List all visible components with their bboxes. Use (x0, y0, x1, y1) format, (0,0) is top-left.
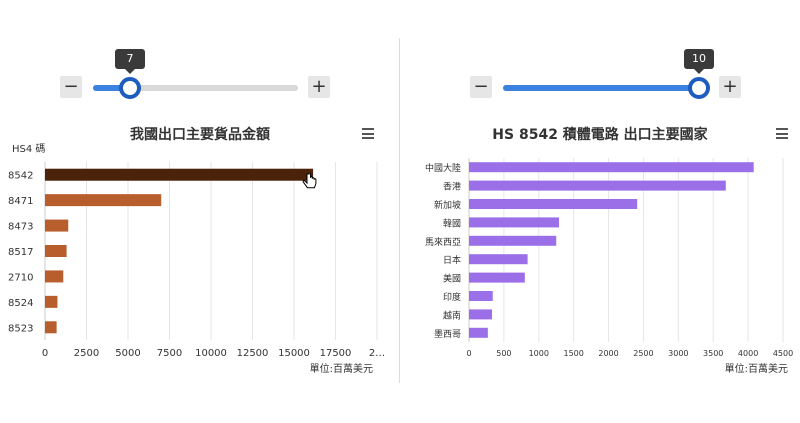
left-unit-note: 單位:百萬美元 (310, 362, 373, 375)
left-chart-svg: 8542 8471 8473 8517 2710 8524 8523 0 2500 5000 75… (8, 143, 385, 375)
left-category-label: 8517 (8, 247, 33, 258)
left-chart-panel: − 7 + 我國出口主要貨品金額 8542 8471 8473 8517 2710 852… (8, 49, 385, 375)
right-bar-馬來西亞[interactable] (469, 235, 557, 246)
left-bar-8471[interactable] (45, 194, 162, 207)
left-x-tick-label: 17500 (320, 348, 352, 359)
left-bar-2710[interactable] (45, 270, 64, 283)
right-bar-中國大陸[interactable] (469, 162, 754, 173)
right-x-tick-label: 4500 (773, 349, 793, 358)
left-slider-track[interactable] (93, 85, 298, 91)
left-category-label: 2710 (8, 272, 33, 283)
right-bar-香港[interactable] (469, 180, 726, 191)
left-bar-8523[interactable] (45, 321, 57, 334)
right-slider-thumb[interactable] (688, 77, 710, 99)
left-x-tick-label: 10000 (195, 348, 227, 359)
right-bar-韓國[interactable] (469, 217, 560, 228)
right-category-label: 日本 (443, 254, 461, 266)
panel-divider (399, 38, 400, 383)
left-slider-fill (93, 85, 130, 91)
right-x-tick-label: 3500 (703, 349, 723, 358)
right-bar-印度[interactable] (469, 291, 493, 301)
right-x-tick-label: 2000 (598, 349, 618, 358)
left-category-label: 8471 (8, 196, 33, 207)
right-slider: − 10 + (460, 49, 742, 106)
right-plus-button[interactable]: + (719, 76, 741, 98)
left-plus-button[interactable]: + (308, 76, 330, 98)
right-category-label: 新加坡 (434, 199, 461, 211)
left-bar-8524[interactable] (45, 295, 58, 308)
right-x-tick-label: 4000 (738, 349, 758, 358)
right-category-label: 馬來西亞 (425, 237, 461, 248)
hamburger-menu-icon[interactable] (362, 128, 374, 139)
left-minus-button[interactable]: − (60, 76, 82, 98)
right-x-tick-label: 1500 (563, 349, 583, 358)
left-x-tick-label: 15000 (278, 348, 310, 359)
right-category-label: 中國大陸 (425, 162, 461, 174)
pointer-cursor-icon (302, 173, 317, 189)
right-slider-value-tooltip: 10 (684, 49, 714, 74)
left-category-label: 8473 (8, 222, 33, 233)
right-category-label: 越南 (443, 309, 461, 321)
right-bar-新加坡[interactable] (469, 199, 638, 209)
left-x-tick-label: 7500 (157, 348, 182, 359)
right-minus-button[interactable]: − (470, 76, 492, 98)
left-category-axis-title: HS4 碼 (12, 143, 45, 155)
left-category-label: 8542 (8, 171, 33, 182)
right-x-tick-label: 500 (496, 349, 511, 358)
right-category-label: 香港 (443, 181, 461, 193)
right-slider-track[interactable] (503, 85, 699, 91)
left-chart-title: 我國出口主要貨品金額 (130, 127, 270, 143)
right-chart-panel: − 10 + HS 8542 積體電路 出口主要國家 中國大陸香港新加坡韓國馬來… (400, 0, 800, 423)
right-x-tick-label: 0 (466, 349, 471, 358)
right-bar-墨西哥[interactable] (469, 327, 488, 338)
left-bar-8542[interactable] (45, 168, 314, 181)
right-bar-越南[interactable] (469, 309, 493, 320)
right-category-label: 印度 (443, 291, 461, 303)
right-category-label: 韓國 (443, 218, 461, 229)
left-slider-value-tooltip: 7 (115, 49, 145, 74)
right-chart-title: HS 8542 積體電路 出口主要國家 (492, 127, 708, 143)
right-x-tick-label: 3000 (668, 349, 688, 358)
right-category-label: 墨西哥 (434, 329, 461, 340)
left-slider: − 7 + (60, 49, 332, 106)
left-category-label: 8523 (8, 323, 33, 334)
left-category-label: 8524 (8, 298, 33, 309)
left-x-tick-label: 5000 (115, 348, 140, 359)
right-x-tick-label: 1000 (529, 349, 549, 358)
left-x-tick-label: 2500 (74, 348, 99, 359)
left-x-tick-label: 12500 (237, 348, 269, 359)
hamburger-menu-icon[interactable] (776, 128, 788, 139)
left-x-tick-label: 0 (42, 348, 48, 359)
right-category-label: 美國 (443, 273, 461, 285)
left-x-tick-label: 2… (369, 348, 385, 359)
right-x-tick-label: 2500 (633, 349, 653, 358)
left-bar-8517[interactable] (45, 245, 67, 257)
right-bar-日本[interactable] (469, 254, 528, 265)
right-bar-美國[interactable] (469, 272, 525, 283)
left-bar-8473[interactable] (45, 219, 69, 232)
right-unit-note: 單位:百萬美元 (725, 362, 788, 375)
right-slider-fill (503, 85, 699, 91)
left-slider-thumb[interactable] (119, 77, 141, 99)
